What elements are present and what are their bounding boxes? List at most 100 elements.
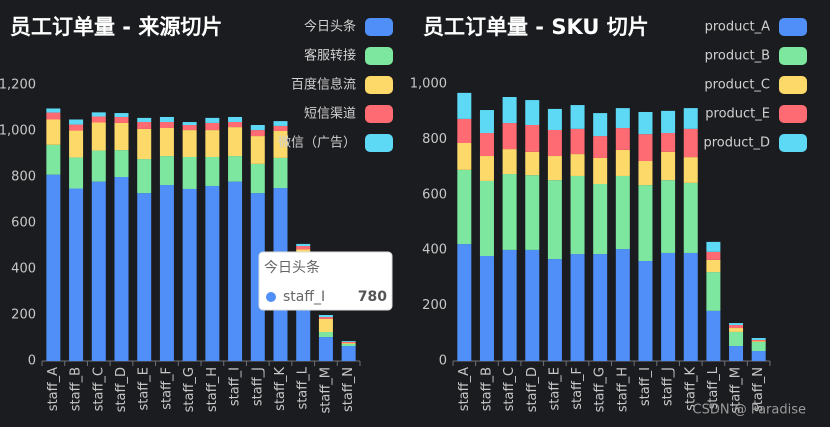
bar-segment [638, 161, 653, 186]
bar-segment [457, 169, 472, 245]
bar-segment [159, 185, 174, 361]
bar-segment [318, 318, 333, 333]
x-tick-label: staff_G [593, 367, 608, 412]
x-tick-label: staff_D [114, 367, 129, 412]
bar-segment [502, 249, 517, 361]
bar-segment [751, 351, 766, 361]
bar-segment [457, 118, 472, 144]
bar-segment [751, 339, 766, 342]
bar-segment [751, 341, 766, 342]
tooltip-value: 780 [358, 289, 387, 305]
bar-segment [457, 244, 472, 361]
bar-segment [250, 136, 265, 164]
bar-segment [46, 108, 61, 113]
bar-segment [683, 108, 698, 129]
bar-segment [683, 128, 698, 158]
y-tick-label: 600 [11, 216, 36, 231]
bar-segment [296, 246, 311, 250]
bar-segment [341, 346, 356, 361]
x-tick-label: staff_J [250, 367, 265, 406]
bar-segment [570, 128, 585, 155]
bar-segment [615, 128, 630, 150]
x-tick-label: staff_E [547, 367, 562, 411]
bar-segment [228, 156, 243, 182]
bar-segment [729, 324, 744, 329]
y-tick-label: 0 [439, 354, 447, 369]
bar-segment [341, 343, 356, 344]
legend-label: product_E [705, 107, 770, 122]
bar-segment [525, 249, 540, 361]
bar-segment [137, 122, 152, 129]
y-tick-label: 800 [422, 132, 447, 147]
x-tick-label: staff_L [296, 366, 311, 409]
bar-segment [228, 181, 243, 361]
bar-segment [683, 252, 698, 361]
bar-segment [250, 163, 265, 194]
bar-segment [46, 144, 61, 175]
bar-segment [205, 156, 220, 186]
bar-segment [159, 122, 174, 129]
x-tick-label: staff_H [615, 367, 630, 412]
tooltip: 今日头条 staff_I 780 [258, 251, 393, 311]
legend-label: 微信（广告） [278, 136, 356, 151]
chart-title: 员工订单量 - 来源切片 [10, 15, 222, 39]
bar-segment [318, 337, 333, 361]
bar-segment [593, 113, 608, 137]
bar-segment [318, 315, 333, 318]
legend-swatch [365, 18, 393, 36]
tooltip-title: 今日头条 [264, 259, 320, 276]
tooltip-dot [266, 292, 276, 302]
bar-segment [341, 340, 356, 342]
bar-segment [91, 150, 106, 182]
bar-segment [661, 252, 676, 361]
tooltip-category: staff_I [283, 289, 325, 305]
bar-segment [205, 122, 220, 131]
legend-label: 百度信息流 [291, 77, 356, 93]
bar-segment [525, 100, 540, 125]
bar-segment [479, 110, 494, 134]
bar-segment [228, 122, 243, 128]
bar-segment [341, 343, 356, 347]
x-tick-label: staff_I [228, 367, 243, 406]
legend-label: 今日头条 [304, 19, 356, 35]
bar-segment [296, 243, 311, 246]
bar-segment [615, 108, 630, 129]
x-tick-label: staff_D [525, 367, 540, 412]
bar-segment [683, 182, 698, 253]
y-tick-label: 200 [11, 308, 36, 323]
bar-segment [250, 130, 265, 137]
x-tick-label: staff_A [457, 367, 472, 411]
bar-segment [114, 177, 129, 361]
bar-segment [205, 117, 220, 123]
bar-segment [228, 116, 243, 123]
bar-segment [661, 133, 676, 152]
bar-segment [228, 127, 243, 157]
bar-segment [706, 259, 721, 273]
bar-segment [570, 105, 585, 129]
legend-label: product_C [704, 78, 770, 93]
legend-swatch [365, 47, 393, 65]
bar-segment [502, 149, 517, 175]
bar-segment [638, 261, 653, 361]
legend-swatch [779, 134, 807, 152]
bar-segment [182, 125, 197, 131]
x-tick-label: staff_B [69, 367, 84, 411]
legend-swatch [365, 134, 393, 152]
legend-swatch [779, 18, 807, 36]
bar-segment [661, 180, 676, 253]
bar-segment [69, 130, 84, 158]
x-tick-label: staff_F [570, 367, 585, 410]
bar-segment [91, 181, 106, 361]
bar-segment [547, 156, 562, 181]
watermark: CSDN @ Paradise [693, 403, 807, 418]
y-tick-label: 1,000 [410, 77, 447, 92]
bar-segment [638, 134, 653, 162]
x-tick-label: staff_I [638, 367, 653, 406]
bar-segment [341, 341, 356, 344]
legend-swatch [365, 105, 393, 123]
bar-segment [114, 150, 129, 177]
bar-segment [69, 188, 84, 361]
bar-segment [729, 328, 744, 332]
bar-segment [137, 128, 152, 160]
bar-segment [114, 116, 129, 123]
